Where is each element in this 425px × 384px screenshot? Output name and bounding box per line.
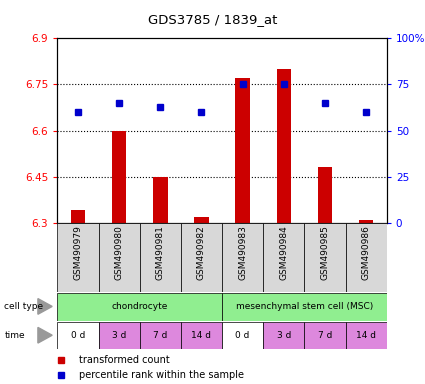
Bar: [222, 293, 387, 321]
Bar: [99, 322, 140, 349]
Text: chondrocyte: chondrocyte: [111, 302, 168, 311]
Bar: [222, 322, 263, 349]
Text: 0 d: 0 d: [235, 331, 250, 340]
Text: cell type: cell type: [4, 302, 43, 311]
Bar: [181, 322, 222, 349]
Bar: [277, 69, 291, 223]
Text: GSM490984: GSM490984: [279, 225, 288, 280]
Text: GDS3785 / 1839_at: GDS3785 / 1839_at: [148, 13, 277, 26]
Text: percentile rank within the sample: percentile rank within the sample: [79, 369, 244, 380]
Bar: [112, 131, 126, 223]
Text: GSM490986: GSM490986: [362, 225, 371, 280]
Text: 3 d: 3 d: [277, 331, 291, 340]
Bar: [359, 220, 374, 223]
Polygon shape: [38, 328, 52, 343]
Text: 7 d: 7 d: [318, 331, 332, 340]
Bar: [153, 177, 167, 223]
Text: 3 d: 3 d: [112, 331, 126, 340]
Bar: [235, 78, 250, 223]
Bar: [181, 223, 222, 292]
Text: GSM490985: GSM490985: [320, 225, 329, 280]
Text: 0 d: 0 d: [71, 331, 85, 340]
Bar: [194, 217, 209, 223]
Text: time: time: [4, 331, 25, 340]
Text: GSM490982: GSM490982: [197, 225, 206, 280]
Bar: [57, 322, 99, 349]
Bar: [57, 293, 222, 321]
Bar: [57, 223, 99, 292]
Bar: [304, 322, 346, 349]
Text: 14 d: 14 d: [192, 331, 212, 340]
Text: 7 d: 7 d: [153, 331, 167, 340]
Bar: [140, 322, 181, 349]
Bar: [263, 223, 304, 292]
Bar: [346, 322, 387, 349]
Text: GSM490980: GSM490980: [115, 225, 124, 280]
Text: GSM490981: GSM490981: [156, 225, 165, 280]
Text: GSM490979: GSM490979: [74, 225, 82, 280]
Polygon shape: [38, 299, 52, 314]
Bar: [71, 210, 85, 223]
Bar: [222, 223, 263, 292]
Text: 14 d: 14 d: [356, 331, 376, 340]
Text: mesenchymal stem cell (MSC): mesenchymal stem cell (MSC): [236, 302, 373, 311]
Bar: [263, 322, 304, 349]
Bar: [318, 167, 332, 223]
Text: GSM490983: GSM490983: [238, 225, 247, 280]
Bar: [99, 223, 140, 292]
Bar: [346, 223, 387, 292]
Bar: [140, 223, 181, 292]
Bar: [304, 223, 346, 292]
Text: transformed count: transformed count: [79, 354, 170, 365]
